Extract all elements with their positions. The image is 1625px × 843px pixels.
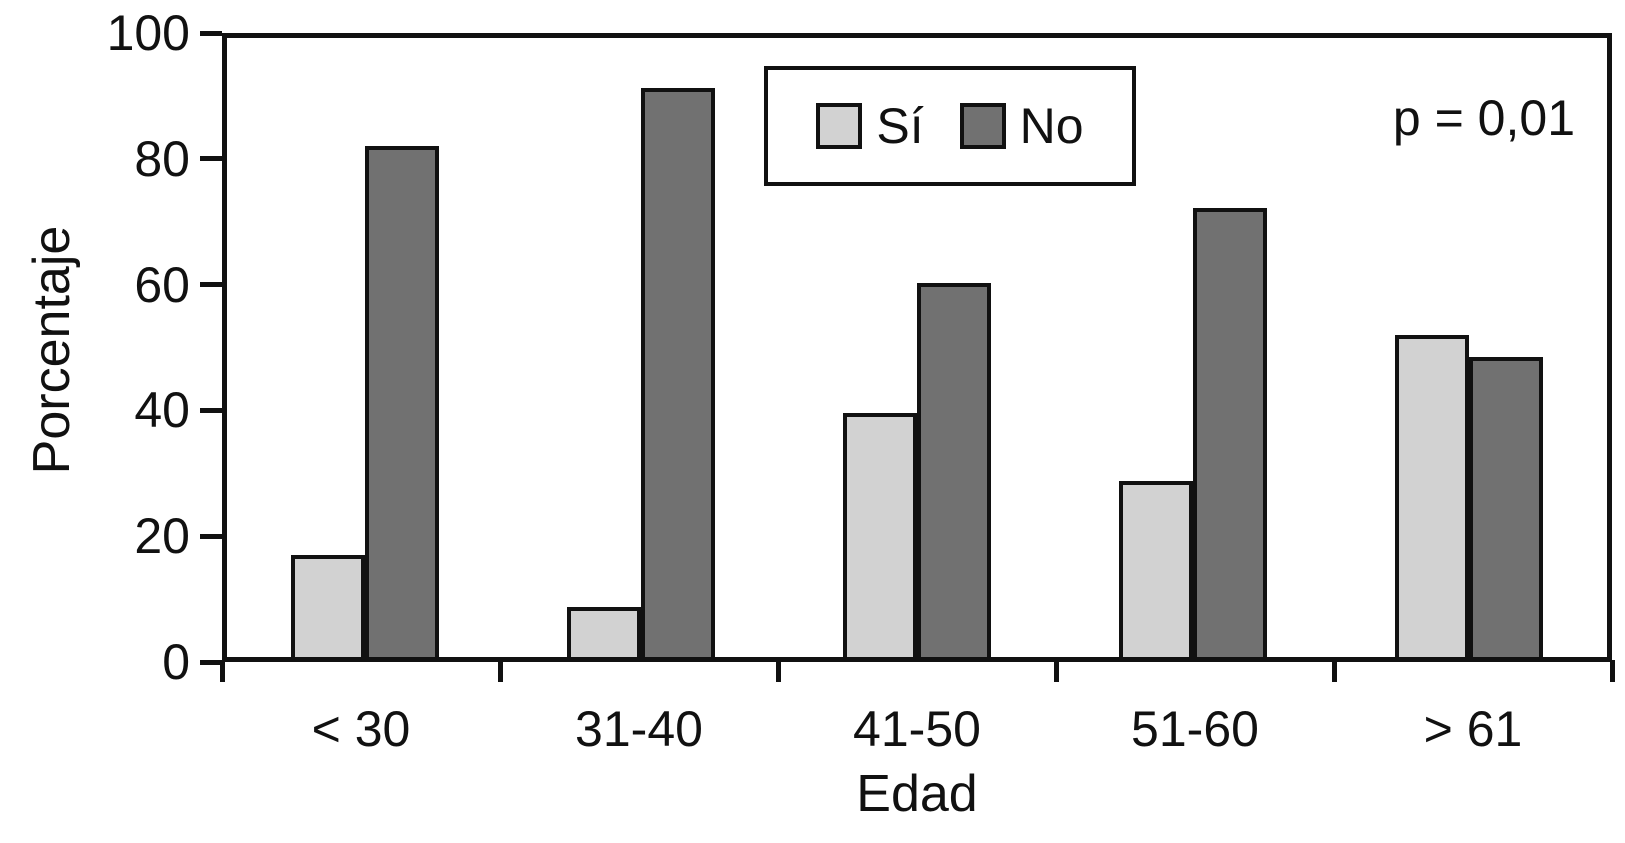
bar-no-group1 xyxy=(365,146,439,657)
p-value-annotation: p = 0,01 xyxy=(1392,90,1575,146)
bar-si-group2 xyxy=(567,607,641,657)
x-category-label: > 61 xyxy=(1423,701,1523,757)
legend-label-no: No xyxy=(1019,98,1084,154)
y-tick xyxy=(200,659,222,665)
bar-si-group3 xyxy=(843,412,917,657)
y-tick xyxy=(200,30,222,36)
y-tick xyxy=(200,282,222,288)
bar-no-group3 xyxy=(917,282,991,657)
x-tick xyxy=(1331,660,1337,682)
bar-no-group5 xyxy=(1469,356,1543,657)
y-tick xyxy=(200,156,222,162)
y-tick-label: 0 xyxy=(162,634,190,690)
x-category-label: 41-50 xyxy=(853,701,981,757)
x-tick xyxy=(1609,660,1615,682)
y-axis-title: Porcentaje xyxy=(23,225,81,475)
y-tick xyxy=(200,533,222,539)
y-tick xyxy=(200,407,222,413)
legend-label-si: Sí xyxy=(876,98,924,154)
bar-no-group2 xyxy=(641,87,715,657)
y-tick-label: 60 xyxy=(134,256,190,313)
y-tick-label: 80 xyxy=(134,130,190,187)
legend-swatch-si xyxy=(816,103,863,149)
bars-layer xyxy=(227,38,1607,657)
legend-swatch-no xyxy=(959,103,1006,149)
y-tick-label: 20 xyxy=(134,508,190,565)
bar-no-group4 xyxy=(1193,208,1267,657)
x-axis-title: Edad xyxy=(856,765,978,823)
bar-si-group5 xyxy=(1395,335,1469,657)
y-tick-label: 100 xyxy=(106,5,190,61)
x-tick xyxy=(775,660,781,682)
x-tick xyxy=(1053,660,1059,682)
x-category-label: 31-40 xyxy=(575,701,703,757)
x-category-label: 51-60 xyxy=(1131,701,1259,757)
x-tick xyxy=(497,660,503,682)
x-tick xyxy=(219,660,225,682)
bar-si-group4 xyxy=(1119,480,1193,657)
legend: Sí No xyxy=(764,66,1136,186)
y-tick-label: 40 xyxy=(134,382,190,439)
x-category-label: < 30 xyxy=(311,701,411,757)
bar-si-group1 xyxy=(291,554,365,657)
plot-area: Sí No p = 0,01 xyxy=(222,33,1612,662)
